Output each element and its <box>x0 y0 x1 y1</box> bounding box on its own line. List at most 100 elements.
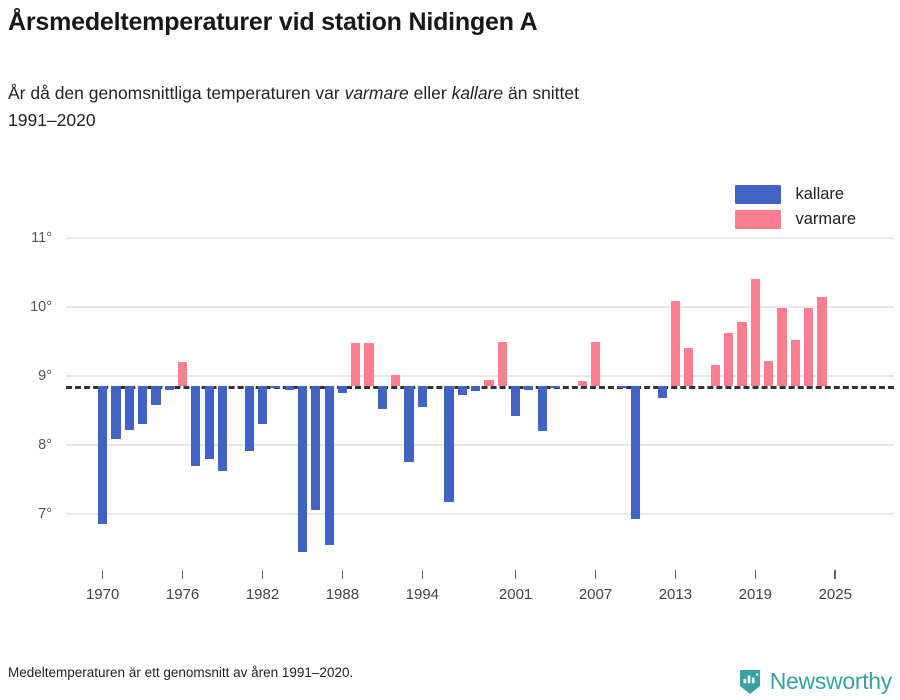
x-tick-label: 1976 <box>165 586 200 603</box>
bar-2006[interactable] <box>577 380 587 387</box>
bar-1983[interactable] <box>271 386 281 389</box>
bar-1990[interactable] <box>364 342 374 387</box>
bar-1988[interactable] <box>337 386 347 394</box>
bar-1971[interactable] <box>111 386 121 440</box>
bar-1999[interactable] <box>484 380 494 387</box>
bar-1997[interactable] <box>457 386 467 396</box>
page-title: Årsmedeltemperaturer vid station Nidinge… <box>8 8 538 36</box>
x-tick-mark-2019 <box>754 570 757 579</box>
bar-2022[interactable] <box>790 340 800 387</box>
bar-2012[interactable] <box>657 386 667 399</box>
y-tick-label: 9° <box>38 368 52 384</box>
bar-1979[interactable] <box>217 386 228 472</box>
bar-1972[interactable] <box>124 386 134 430</box>
bar-1996[interactable] <box>444 386 454 502</box>
legend-label: varmare <box>795 210 856 228</box>
x-tick-mark-1988 <box>341 570 344 579</box>
bar-2009[interactable] <box>617 386 627 389</box>
x-tick-label: 2007 <box>578 586 613 603</box>
brand-name: Newsworthy <box>769 668 893 694</box>
gridline-11 <box>66 237 894 239</box>
subtitle-part-4: 1991–2020 <box>8 110 96 130</box>
bar-chart-pin-icon <box>738 669 762 695</box>
bar-1982[interactable] <box>257 386 268 425</box>
bar-1987[interactable] <box>324 386 334 546</box>
bar-1993[interactable] <box>404 386 414 463</box>
bar-1974[interactable] <box>151 386 161 405</box>
chart-legend: kallare varmare <box>735 185 856 229</box>
gridline-8 <box>66 444 894 446</box>
bar-1978[interactable] <box>204 386 214 459</box>
bar-1992[interactable] <box>391 374 401 387</box>
x-tick-label: 2025 <box>818 586 852 603</box>
bar-2003[interactable] <box>537 386 547 432</box>
bar-1994[interactable] <box>417 386 427 408</box>
subtitle-emphasis-varmare: varmare <box>344 83 409 103</box>
bar-2016[interactable] <box>710 364 720 387</box>
y-tick-label: 11° <box>31 230 52 246</box>
x-tick-label: 1970 <box>85 586 120 603</box>
subtitle-emphasis-kallare: kallare <box>451 83 504 103</box>
bar-2014[interactable] <box>684 347 694 387</box>
bar-2018[interactable] <box>737 322 747 387</box>
bar-1989[interactable] <box>351 342 361 387</box>
bar-1973[interactable] <box>138 386 148 424</box>
bar-1985[interactable] <box>297 386 308 552</box>
bar-2010[interactable] <box>630 386 641 519</box>
x-tick-mark-2001 <box>514 570 517 579</box>
bar-1976[interactable] <box>177 362 188 387</box>
y-tick-label: 10° <box>30 299 52 315</box>
x-tick-label: 2001 <box>498 586 533 603</box>
y-tick-label: 7° <box>38 506 52 522</box>
page-subtitle: År då den genomsnittliga temperaturen va… <box>8 80 868 134</box>
footnote-text: Medeltemperaturen är ett genomsnitt av å… <box>8 665 354 680</box>
bar-2013[interactable] <box>670 301 680 387</box>
reference-line-average <box>66 386 894 390</box>
brand-logo: Newsworthy <box>738 668 892 695</box>
bar-1977[interactable] <box>191 386 201 466</box>
x-tick-label: 1982 <box>245 586 280 603</box>
bar-2024[interactable] <box>817 296 827 387</box>
legend-item-kallare[interactable]: kallare <box>735 185 856 204</box>
bar-2019[interactable] <box>750 279 760 387</box>
bar-2001[interactable] <box>510 386 521 416</box>
x-tick-label: 2013 <box>658 586 693 603</box>
x-tick-label: 2019 <box>738 586 773 603</box>
bar-2017[interactable] <box>724 332 734 387</box>
bar-2002[interactable] <box>524 386 534 390</box>
bar-1981[interactable] <box>244 386 254 451</box>
bar-2004[interactable] <box>550 386 561 388</box>
gridline-7 <box>66 513 894 515</box>
x-tick-label: 1994 <box>405 586 440 603</box>
x-tick-mark-1994 <box>421 570 424 579</box>
bar-1986[interactable] <box>311 386 321 510</box>
gridline-9 <box>66 375 894 377</box>
bar-1984[interactable] <box>284 386 294 390</box>
bar-2000[interactable] <box>497 341 507 387</box>
subtitle-part-2: eller <box>408 83 452 103</box>
x-tick-label: 1988 <box>325 586 360 603</box>
legend-swatch-varmare <box>735 210 782 229</box>
bar-2020[interactable] <box>764 360 774 387</box>
legend-item-varmare[interactable]: varmare <box>735 210 856 229</box>
legend-label: kallare <box>795 185 845 203</box>
y-tick-label: 8° <box>38 437 52 453</box>
bar-1998[interactable] <box>471 386 481 392</box>
bar-1991[interactable] <box>377 386 387 410</box>
bar-1975[interactable] <box>164 386 174 390</box>
x-tick-mark-1976 <box>181 570 184 579</box>
bar-2007[interactable] <box>590 341 601 387</box>
x-tick-mark-1970 <box>101 570 104 579</box>
x-tick-mark-2007 <box>594 570 597 579</box>
bar-1970[interactable] <box>98 386 108 525</box>
bar-2023[interactable] <box>804 308 814 387</box>
bar-2021[interactable] <box>777 308 787 387</box>
x-tick-mark-2025 <box>834 570 837 579</box>
subtitle-part-1: År då den genomsnittliga temperaturen va… <box>8 83 345 103</box>
x-tick-mark-1982 <box>261 570 264 579</box>
subtitle-part-3: än snittet <box>503 83 580 103</box>
x-tick-mark-2013 <box>674 570 677 579</box>
legend-swatch-kallare <box>735 185 782 204</box>
gridline-10 <box>66 306 894 308</box>
